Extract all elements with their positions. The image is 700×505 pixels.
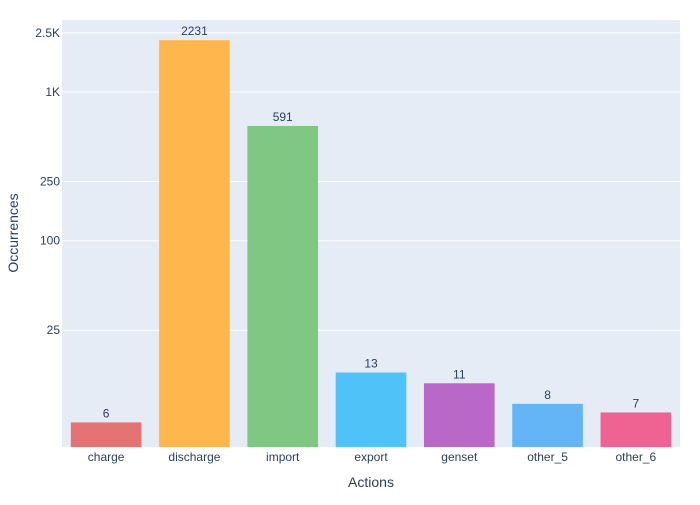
bar-charge[interactable] — [70, 422, 142, 447]
data-label: 591 — [273, 110, 293, 124]
bar-other_5[interactable] — [512, 403, 583, 447]
y-tick-label: 2.5K — [35, 26, 60, 40]
x-axis-title: Actions — [348, 474, 394, 490]
data-label: 8 — [544, 388, 551, 402]
x-tick-label: charge — [88, 450, 125, 464]
y-axis-title: Occurrences — [5, 193, 21, 272]
x-tick-label: import — [266, 450, 300, 464]
data-label: 7 — [633, 396, 640, 410]
bar-genset[interactable] — [423, 383, 495, 447]
data-label: 11 — [453, 367, 466, 381]
data-labels: 6 2231 591 13 11 8 7 — [103, 24, 640, 420]
data-label: 13 — [364, 356, 378, 370]
data-label: 6 — [103, 406, 110, 420]
bar-import[interactable] — [247, 125, 319, 447]
x-tick-label: other_6 — [616, 450, 657, 464]
bar-export[interactable] — [335, 372, 407, 447]
x-tick-label: discharge — [168, 450, 220, 464]
y-tick-label: 100 — [40, 234, 60, 248]
y-tick-labels: 25 100 250 1K 2.5K — [35, 26, 60, 337]
y-tick-label: 250 — [40, 175, 60, 189]
x-tick-label: other_5 — [527, 450, 568, 464]
bar-discharge[interactable] — [159, 40, 230, 448]
x-tick-labels: charge discharge import export genset other_5… — [88, 450, 657, 464]
y-tick-label: 1K — [45, 85, 60, 99]
x-tick-label: export — [354, 450, 388, 464]
x-tick-label: genset — [441, 450, 478, 464]
data-label: 2231 — [181, 24, 208, 38]
y-tick-label: 25 — [47, 323, 61, 337]
bar-other_6[interactable] — [600, 412, 672, 447]
bar-layer — [70, 40, 672, 448]
